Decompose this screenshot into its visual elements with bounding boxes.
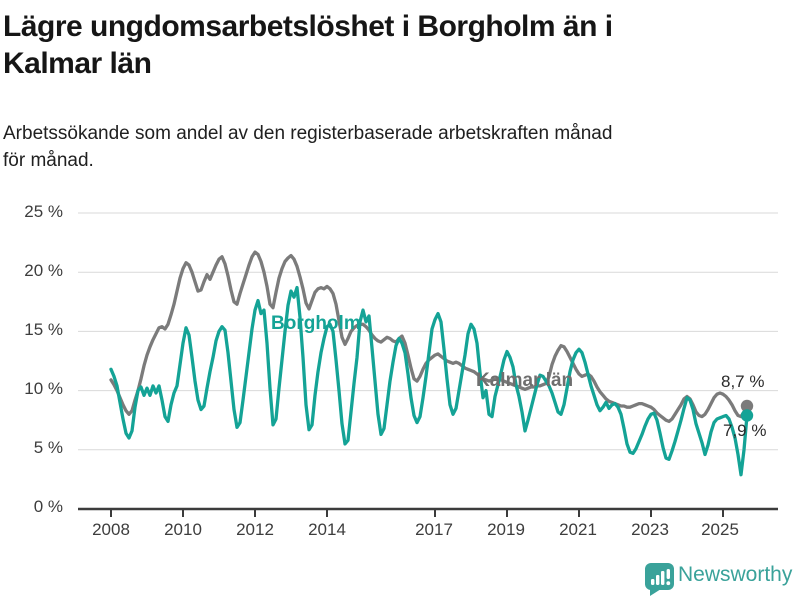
borgholm-end-value-label: 7,9 % <box>723 421 767 440</box>
newsworthy-logo-icon <box>645 563 674 596</box>
newsworthy-logo-text: Newsworthy <box>678 563 793 586</box>
kalmar-lan-end-value-label: 8,7 % <box>721 372 765 391</box>
y-tick-15: 15 % <box>24 320 63 339</box>
y-tick-0: 0 % <box>33 497 63 516</box>
title-line-2: Kalmar län <box>3 47 152 80</box>
kalmar-lan-end-dot <box>740 399 754 413</box>
title-line-1: Lägre ungdomsarbetslöshet i Borgholm än … <box>3 10 613 43</box>
kalmar-lan-series-label: Kalmar län <box>476 370 574 391</box>
borgholm-end-dot <box>740 409 754 422</box>
x-tick-2008: 2008 <box>92 520 130 539</box>
page-title: Lägre ungdomsarbetslöshet i Borgholm än … <box>3 8 613 82</box>
chart-subtitle: Arbetssökande som andel av den registerb… <box>3 120 612 174</box>
x-tick-2021: 2021 <box>559 520 597 539</box>
x-tick-2025: 2025 <box>701 520 739 539</box>
x-tick-2012: 2012 <box>236 520 274 539</box>
borgholm-series-label: Borgholm <box>271 313 361 334</box>
subtitle-line-2: för månad. <box>3 150 94 171</box>
subtitle-line-1: Arbetssökande som andel av den registerb… <box>3 123 613 144</box>
y-tick-25: 25 % <box>24 202 63 221</box>
x-tick-2010: 2010 <box>164 520 202 539</box>
x-tick-2017: 2017 <box>415 520 453 539</box>
x-tick-2014: 2014 <box>308 520 346 539</box>
x-tick-2019: 2019 <box>487 520 525 539</box>
y-tick-5: 5 % <box>33 438 63 457</box>
y-tick-20: 20 % <box>24 261 63 280</box>
newsworthy-logo: Newsworthy <box>644 561 792 596</box>
x-tick-2023: 2023 <box>631 520 669 539</box>
y-tick-10: 10 % <box>24 379 63 398</box>
borgholm-line <box>109 285 749 477</box>
